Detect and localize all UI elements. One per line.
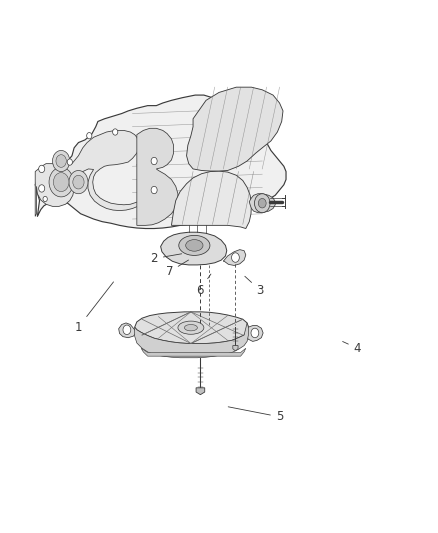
Ellipse shape	[179, 236, 210, 255]
Ellipse shape	[186, 240, 203, 251]
Polygon shape	[187, 87, 283, 171]
Circle shape	[232, 253, 239, 262]
Circle shape	[69, 171, 88, 193]
Circle shape	[251, 328, 259, 338]
Polygon shape	[141, 348, 246, 356]
Polygon shape	[171, 171, 251, 229]
Text: 5: 5	[228, 407, 283, 423]
Text: 6: 6	[196, 274, 211, 297]
Polygon shape	[35, 131, 156, 216]
Polygon shape	[35, 95, 286, 229]
Polygon shape	[223, 249, 246, 265]
Circle shape	[39, 165, 45, 173]
Text: 7: 7	[166, 260, 188, 278]
Polygon shape	[137, 128, 178, 225]
Polygon shape	[233, 345, 238, 351]
Circle shape	[53, 150, 70, 172]
Circle shape	[151, 157, 157, 165]
Circle shape	[87, 133, 92, 139]
Circle shape	[113, 129, 118, 135]
Text: 4: 4	[343, 342, 361, 355]
Circle shape	[39, 185, 45, 192]
Circle shape	[73, 175, 84, 189]
Circle shape	[67, 159, 72, 165]
Polygon shape	[196, 388, 205, 394]
Polygon shape	[245, 326, 263, 342]
Text: 1: 1	[75, 282, 113, 334]
Polygon shape	[249, 193, 275, 213]
Polygon shape	[119, 323, 137, 338]
Circle shape	[254, 193, 270, 213]
Circle shape	[53, 173, 69, 191]
Polygon shape	[134, 323, 248, 358]
Circle shape	[56, 155, 66, 167]
Polygon shape	[161, 232, 227, 265]
Ellipse shape	[184, 325, 198, 331]
Circle shape	[49, 167, 73, 197]
Text: 2: 2	[150, 252, 182, 265]
Circle shape	[123, 325, 131, 335]
Text: 3: 3	[245, 276, 264, 297]
Circle shape	[43, 196, 47, 201]
Circle shape	[258, 198, 266, 208]
Circle shape	[151, 187, 157, 193]
Ellipse shape	[178, 321, 204, 334]
Polygon shape	[134, 312, 248, 343]
